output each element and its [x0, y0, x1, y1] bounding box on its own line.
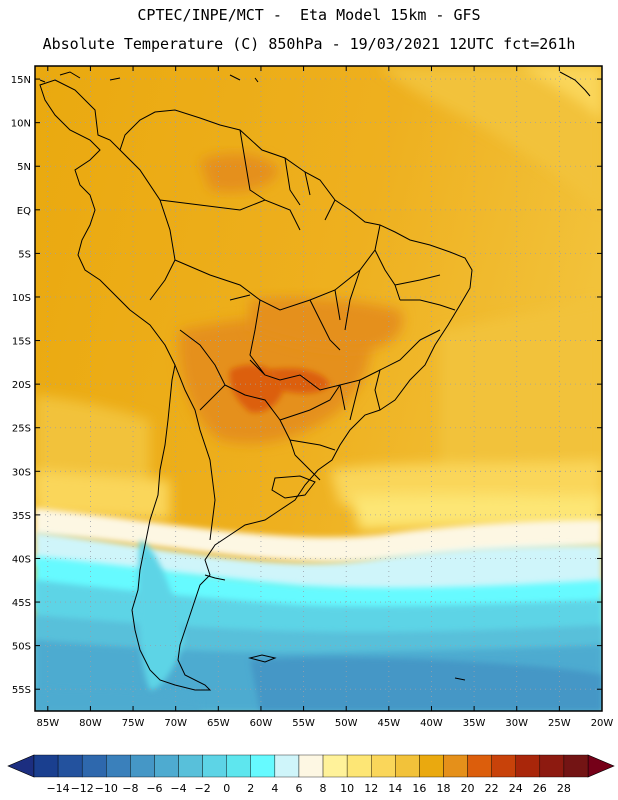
colorbar-swatch	[226, 754, 251, 778]
longitude-labels: 85W 80W 75W 70W 65W 60W 55W 50W 45W 40W 35W 30W 25W 2…	[36, 66, 613, 729]
colorbar-swatch	[346, 754, 372, 778]
lon-label: 35W	[463, 718, 486, 729]
lat-label: 45S	[12, 598, 31, 609]
colorbar-label: 4	[271, 782, 278, 795]
latitude-labels: 15N 10N 5N EQ 5S 10S 15S 20S 25S 30S 35S 40S 45S 50S 5…	[11, 75, 602, 696]
coastline-borders	[39, 71, 591, 691]
colorbar-label: 8	[320, 782, 327, 795]
colorbar-swatch	[130, 754, 155, 778]
lon-label: 30W	[505, 718, 528, 729]
lat-label: 30S	[12, 467, 31, 478]
temperature-field	[35, 66, 602, 711]
colorbar-swatch	[491, 754, 516, 778]
colorbar-swatch	[395, 754, 420, 778]
lat-label: 20S	[12, 380, 31, 391]
colorbar-label: 24	[509, 782, 523, 795]
colorbar-label: −8	[122, 782, 138, 795]
colorbar-swatch	[106, 754, 131, 778]
lat-label: 10N	[11, 119, 31, 130]
caribbean-islands	[39, 71, 591, 97]
colorbar-label: −14	[46, 782, 69, 795]
lon-label: 80W	[79, 718, 102, 729]
colorbar-swatch	[154, 754, 179, 778]
lat-label: 15S	[12, 337, 31, 348]
colorbar-label: 16	[412, 782, 426, 795]
colorbar-label: 0	[223, 782, 230, 795]
lat-label: 10S	[12, 293, 31, 304]
lat-label: 40S	[12, 554, 31, 565]
lon-label: 60W	[250, 718, 273, 729]
colorbar-label: −4	[170, 782, 186, 795]
colorbar-swatch	[202, 754, 227, 778]
lat-label: 35S	[12, 511, 31, 522]
colorbar-label: 12	[364, 782, 378, 795]
colorbar-swatch	[81, 754, 107, 778]
lon-label: 75W	[122, 718, 145, 729]
colorbar-label: 2	[247, 782, 254, 795]
lat-label: EQ	[17, 206, 31, 217]
lon-label: 85W	[36, 718, 59, 729]
colorbar-label: 28	[557, 782, 571, 795]
plot-frame	[34, 65, 603, 712]
colorbar-swatch	[33, 754, 59, 778]
lat-label: 5N	[17, 162, 31, 173]
colorbar: −14 −12 −10 −8 −6 −4 −2 0 2 4 6 8 10 12 14 16 18 20 22 24 26…	[7, 754, 615, 795]
colorbar-label: −10	[95, 782, 118, 795]
lon-label: 70W	[164, 718, 187, 729]
lon-label: 50W	[335, 718, 358, 729]
colorbar-swatch	[322, 754, 348, 778]
lat-label: 15N	[11, 75, 31, 86]
colorbar-swatch	[419, 754, 444, 778]
title-line-2: Absolute Temperature (C) 850hPa - 19/03/…	[42, 35, 576, 53]
country-borders	[119, 129, 456, 541]
lat-label: 55S	[12, 685, 31, 696]
colorbar-swatch	[467, 754, 492, 778]
lon-label: 45W	[378, 718, 401, 729]
colorbar-swatch	[250, 754, 276, 778]
colorbar-high-arrow	[587, 754, 615, 778]
colorbar-swatch	[178, 754, 203, 778]
colorbar-swatch	[539, 754, 565, 778]
colorbar-swatch	[443, 754, 468, 778]
lat-label: 5S	[18, 249, 31, 260]
colorbar-label: −2	[194, 782, 210, 795]
colorbar-label: 20	[461, 782, 475, 795]
colorbar-swatch	[563, 754, 589, 778]
colorbar-low-arrow	[7, 754, 35, 778]
title-line-1: CPTEC/INPE/MCT - Eta Model 15km - GFS	[137, 6, 481, 24]
river-plate-islands	[204, 475, 466, 681]
lon-label: 65W	[207, 718, 230, 729]
lon-label: 20W	[591, 718, 614, 729]
colorbar-swatch	[371, 754, 396, 778]
colorbar-label: 6	[295, 782, 302, 795]
colorbar-label: 14	[388, 782, 402, 795]
colorbar-swatch	[515, 754, 541, 778]
colorbar-label: −6	[146, 782, 162, 795]
colorbar-label: 22	[485, 782, 499, 795]
colorbar-label: 10	[340, 782, 354, 795]
colorbar-label: 26	[533, 782, 547, 795]
colorbar-label: −12	[71, 782, 94, 795]
lon-label: 40W	[420, 718, 443, 729]
colorbar-swatch	[57, 754, 83, 778]
lat-label: 25S	[12, 424, 31, 435]
lat-label: 50S	[12, 642, 31, 653]
lon-label: 55W	[292, 718, 315, 729]
south-america-coastline	[39, 79, 473, 691]
colorbar-label: 18	[436, 782, 450, 795]
lon-label: 25W	[548, 718, 571, 729]
colorbar-swatch	[274, 754, 300, 778]
colorbar-swatch	[298, 754, 324, 778]
